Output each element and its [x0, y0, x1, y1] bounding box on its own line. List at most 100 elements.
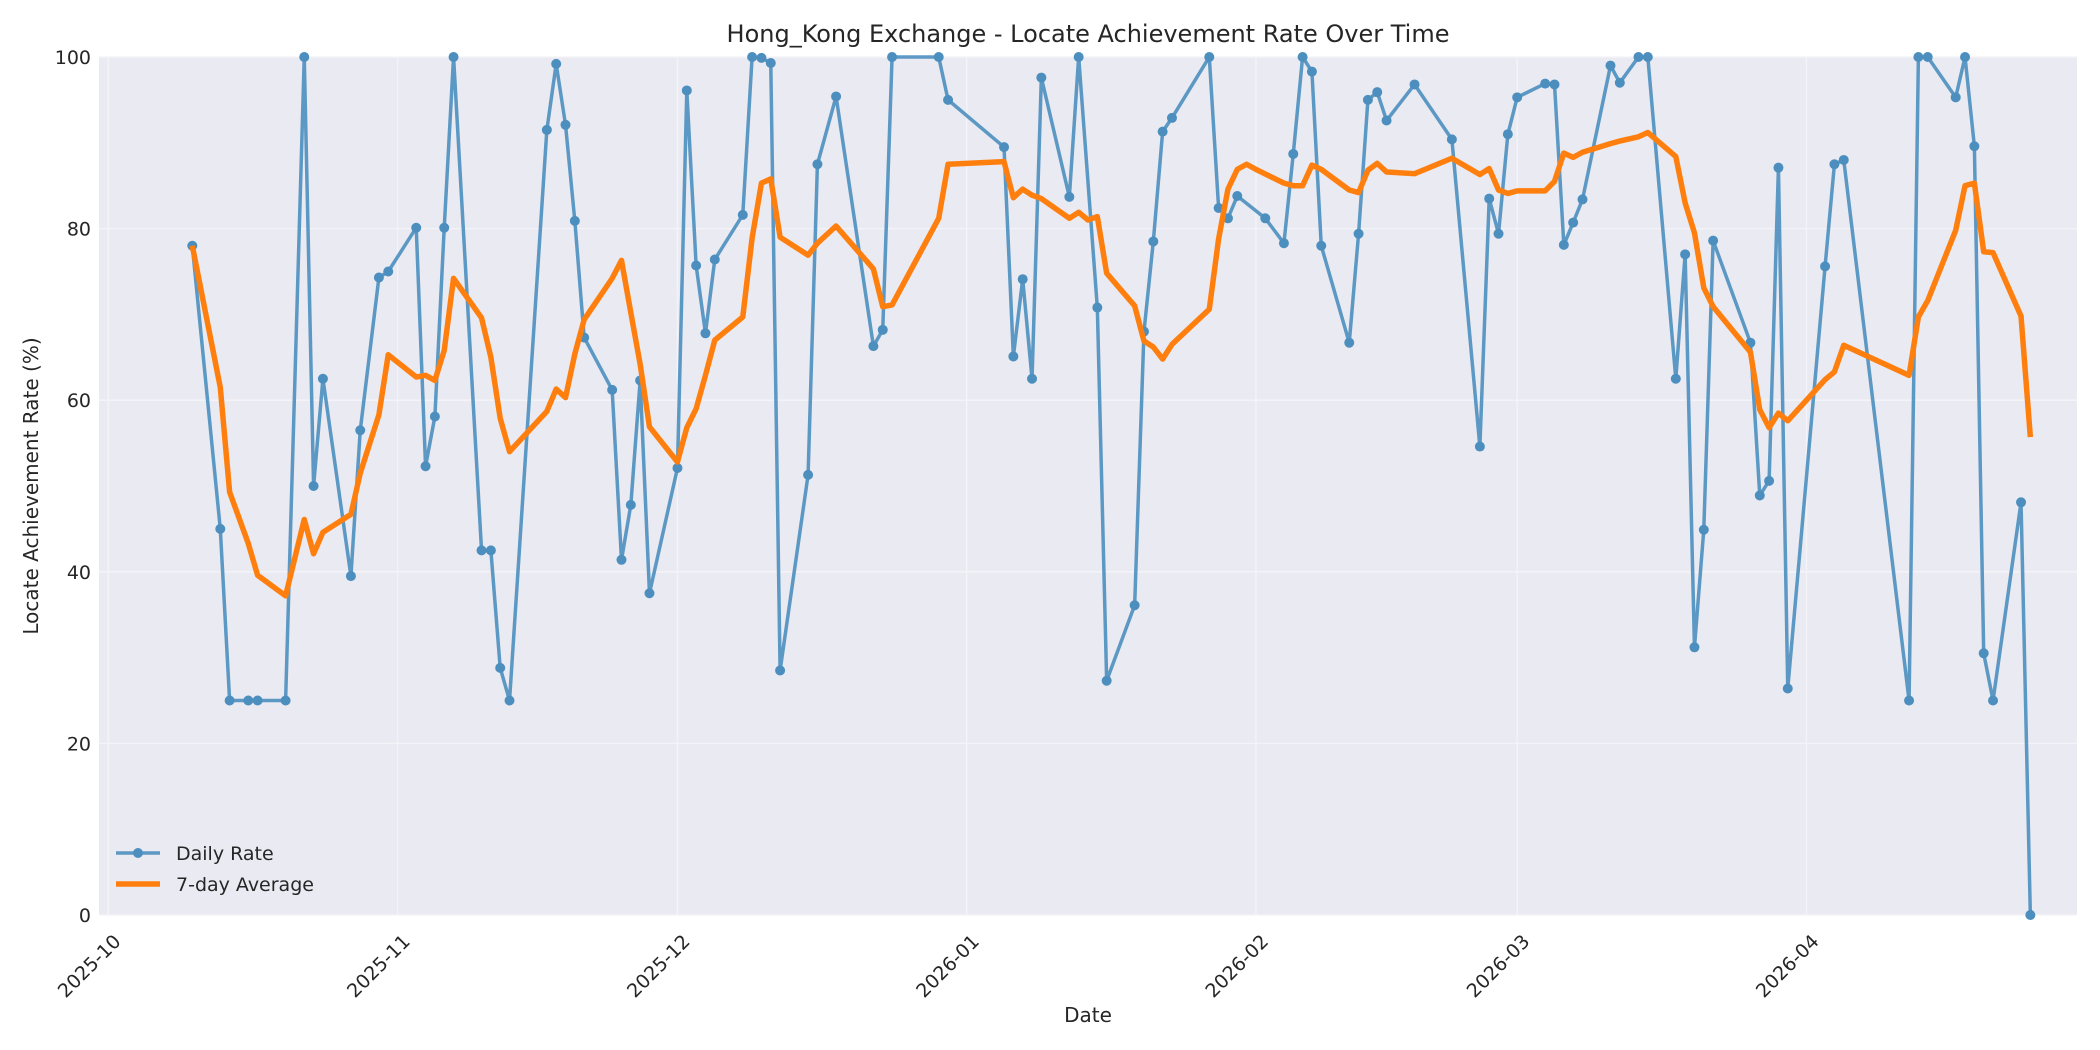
- data-point-daily-rate: [345, 571, 356, 582]
- data-point-daily-rate: [672, 462, 683, 473]
- data-point-daily-rate: [1232, 191, 1243, 201]
- legend-label-daily-rate: Daily Rate: [176, 843, 274, 865]
- y-tick-label: 40: [67, 562, 91, 584]
- data-point-daily-rate: [1614, 77, 1625, 88]
- data-point-daily-rate: [1493, 228, 1504, 239]
- data-point-daily-rate: [1353, 228, 1364, 239]
- data-point-daily-rate: [691, 260, 702, 271]
- data-point-daily-rate: [607, 384, 618, 395]
- data-point-daily-rate: [737, 209, 748, 220]
- grid-lines: [99, 56, 2077, 916]
- data-point-daily-rate: [1288, 148, 1299, 159]
- data-point-daily-rate: [1904, 695, 1915, 706]
- data-point-daily-rate: [1204, 52, 1215, 62]
- data-point-daily-rate: [252, 695, 263, 706]
- data-point-daily-rate: [756, 52, 767, 63]
- data-point-daily-rate: [943, 94, 954, 105]
- data-point-daily-rate: [215, 523, 226, 534]
- data-point-daily-rate: [1017, 274, 1028, 285]
- data-point-daily-rate: [1754, 490, 1765, 501]
- data-point-daily-rate: [1512, 92, 1523, 103]
- data-point-daily-rate: [1829, 159, 1840, 170]
- data-point-daily-rate: [411, 222, 422, 233]
- data-point-daily-rate: [1988, 695, 1999, 706]
- data-point-daily-rate: [1605, 60, 1616, 71]
- chart-title: Hong_Kong Exchange - Locate Achievement …: [727, 20, 1450, 48]
- data-point-daily-rate: [420, 461, 431, 472]
- data-point-daily-rate: [439, 222, 450, 233]
- data-point-daily-rate: [1680, 249, 1691, 260]
- data-point-daily-rate: [1166, 112, 1177, 123]
- data-point-daily-rate: [887, 52, 898, 62]
- data-point-daily-rate: [495, 662, 506, 673]
- data-point-daily-rate: [1157, 126, 1168, 137]
- data-point-daily-rate: [1549, 79, 1560, 90]
- data-point-daily-rate: [1838, 154, 1849, 165]
- data-point-daily-rate: [1782, 683, 1793, 694]
- data-point-daily-rate: [1148, 236, 1159, 247]
- data-point-daily-rate: [1092, 302, 1103, 313]
- data-point-daily-rate: [933, 52, 944, 62]
- data-point-daily-rate: [1922, 52, 1933, 62]
- data-point-daily-rate: [280, 695, 291, 706]
- data-point-daily-rate: [1960, 52, 1971, 62]
- data-point-daily-rate: [1409, 79, 1420, 90]
- data-point-daily-rate: [709, 254, 720, 265]
- series-line-daily-rate: [190, 55, 2033, 916]
- data-point-daily-rate: [1502, 129, 1513, 140]
- data-point-daily-rate: [1950, 92, 1961, 103]
- data-point-daily-rate: [1670, 373, 1681, 384]
- data-point-daily-rate: [1036, 72, 1047, 83]
- data-point-daily-rate: [681, 85, 692, 96]
- data-point-daily-rate: [485, 545, 496, 556]
- data-point-daily-rate: [1073, 52, 1084, 62]
- data-point-daily-rate: [747, 52, 758, 62]
- data-point-daily-rate: [1064, 191, 1075, 202]
- data-point-daily-rate: [1278, 238, 1289, 249]
- data-point-daily-rate: [308, 481, 319, 491]
- data-point-daily-rate: [476, 545, 487, 556]
- data-point-daily-rate: [1362, 94, 1373, 105]
- data-point-daily-rate: [1642, 52, 1653, 62]
- data-point-daily-rate: [1446, 134, 1457, 145]
- data-point-daily-rate: [299, 52, 310, 62]
- data-point-daily-rate: [317, 373, 328, 384]
- data-point-daily-rate: [1689, 642, 1700, 653]
- data-point-daily-rate: [1474, 441, 1485, 452]
- y-axis-label: Locate Achievement Rate (%): [19, 337, 43, 634]
- legend: Daily Rate 7-day Average: [116, 843, 314, 896]
- data-point-daily-rate: [1027, 373, 1038, 384]
- data-point-daily-rate: [999, 142, 1010, 153]
- data-point-daily-rate: [803, 469, 814, 480]
- data-point-daily-rate: [812, 159, 823, 170]
- data-point-daily-rate: [243, 695, 254, 706]
- data-point-daily-rate: [1969, 141, 1980, 152]
- y-tick-label: 60: [67, 390, 91, 412]
- data-point-daily-rate: [877, 324, 888, 335]
- series-line-7-day-average: [189, 129, 2034, 599]
- y-tick-label: 80: [67, 219, 91, 241]
- data-point-daily-rate: [1213, 203, 1224, 214]
- y-axis-ticks: 0 20 40 60 80 100: [55, 47, 91, 927]
- data-point-daily-rate: [383, 266, 394, 277]
- data-point-daily-rate: [765, 58, 776, 69]
- y-tick-label: 20: [67, 733, 91, 755]
- data-point-daily-rate: [1101, 675, 1112, 686]
- data-point-daily-rate: [224, 695, 235, 706]
- data-point-daily-rate: [1764, 475, 1775, 486]
- data-point-daily-rate: [1820, 261, 1831, 272]
- data-point-daily-rate: [1372, 87, 1383, 98]
- data-point-daily-rate: [1558, 239, 1569, 250]
- data-point-daily-rate: [1633, 52, 1644, 62]
- data-point-daily-rate: [560, 119, 571, 130]
- data-point-daily-rate: [1568, 217, 1579, 228]
- data-point-daily-rate: [504, 695, 515, 706]
- data-point-daily-rate: [355, 425, 366, 436]
- data-point-daily-rate: [448, 52, 459, 62]
- data-point-daily-rate: [569, 215, 580, 226]
- data-point-daily-rate: [700, 328, 711, 339]
- data-point-daily-rate: [1540, 78, 1551, 89]
- data-point-daily-rate: [1773, 162, 1784, 173]
- data-point-daily-rate: [1913, 52, 1924, 62]
